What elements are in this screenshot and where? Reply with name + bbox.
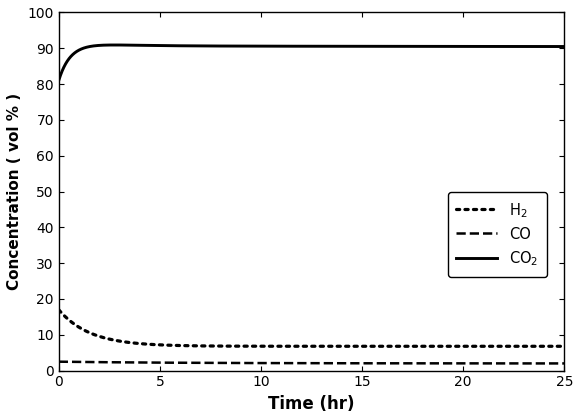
- CO: [551, 361, 558, 366]
- Legend: H$_2$, CO, CO$_2$: H$_2$, CO, CO$_2$: [448, 192, 547, 277]
- H$_2$: [249, 344, 256, 349]
- CO: [143, 360, 150, 365]
- H$_2$: [143, 341, 150, 346]
- H$_2$: [551, 344, 558, 349]
- H$_2$: [271, 344, 278, 349]
- H$_2$: [113, 338, 120, 343]
- CO: [249, 360, 256, 365]
- CO$_2$: [111, 42, 118, 47]
- CO: [55, 359, 62, 364]
- Line: CO$_2$: CO$_2$: [59, 45, 564, 81]
- Y-axis label: Concentration ( vol % ): Concentration ( vol % ): [7, 93, 22, 290]
- CO$_2$: [143, 43, 150, 48]
- CO$_2$: [113, 42, 120, 47]
- X-axis label: Time (hr): Time (hr): [269, 395, 355, 413]
- CO$_2$: [55, 78, 62, 83]
- Line: H$_2$: H$_2$: [59, 310, 564, 346]
- CO$_2$: [249, 44, 256, 49]
- H$_2$: [561, 344, 568, 349]
- H$_2$: [496, 344, 503, 349]
- CO$_2$: [271, 44, 278, 49]
- H$_2$: [55, 307, 62, 312]
- CO: [113, 360, 120, 365]
- CO$_2$: [551, 44, 558, 49]
- CO: [496, 361, 503, 366]
- CO$_2$: [561, 44, 568, 49]
- CO: [271, 361, 278, 366]
- Line: CO: CO: [59, 362, 564, 363]
- CO: [561, 361, 568, 366]
- CO$_2$: [496, 44, 503, 49]
